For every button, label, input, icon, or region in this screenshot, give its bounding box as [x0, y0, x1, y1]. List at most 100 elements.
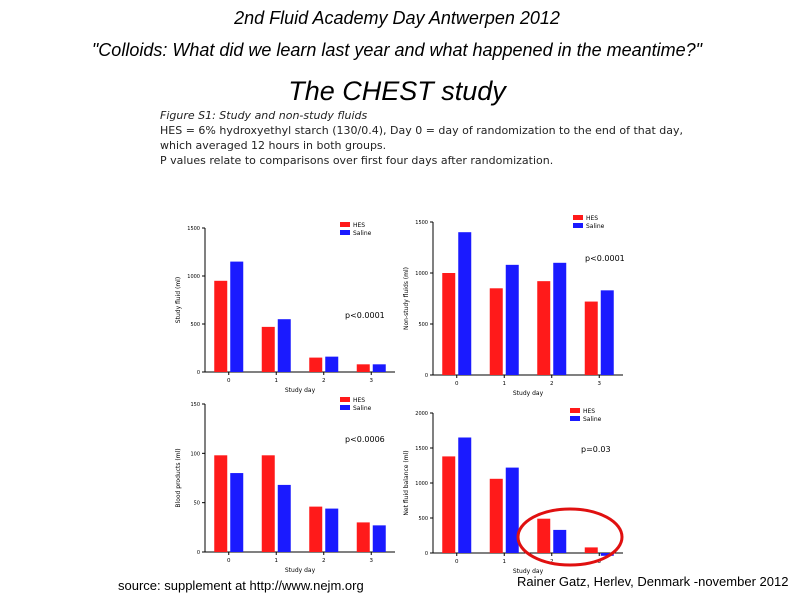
- y-tick-label: 1500: [415, 220, 428, 226]
- bar-saline-day-1: [277, 484, 291, 552]
- legend-label-saline: Saline: [353, 230, 372, 237]
- y-tick-label: 500: [190, 322, 200, 328]
- bar-hes-day-0: [442, 273, 456, 375]
- bar-saline-day-1: [505, 264, 519, 375]
- bar-hes-day-3: [356, 522, 370, 552]
- bar-saline-day-2: [553, 262, 567, 375]
- bar-hes-day-2: [309, 357, 323, 372]
- y-tick-label: 0: [197, 550, 200, 556]
- y-tick-label: 0: [425, 551, 428, 557]
- credit-note: Rainer Gatz, Herlev, Denmark -november 2…: [517, 574, 789, 589]
- x-tick-label: 1: [275, 378, 279, 384]
- y-tick-label: 500: [418, 516, 428, 522]
- p-value-annotation: p<0.0006: [345, 435, 385, 444]
- bar-hes-day-0: [214, 455, 228, 552]
- y-tick-label: 0: [425, 373, 428, 379]
- y-axis-label: Study fluid (ml): [175, 277, 182, 323]
- legend-label-hes: HES: [353, 397, 365, 404]
- legend-swatch-hes: [570, 408, 580, 413]
- legend-label-saline: Saline: [583, 416, 602, 423]
- figure-caption-line: which averaged 12 hours in both groups.: [160, 139, 387, 152]
- y-tick-label: 100: [190, 451, 200, 457]
- x-tick-label: 2: [322, 558, 326, 564]
- legend-label-hes: HES: [586, 215, 598, 222]
- bar-hes-day-1: [489, 478, 503, 553]
- bar-saline-day-2: [553, 529, 567, 553]
- bar-hes-day-3: [584, 547, 598, 553]
- x-axis-label: Study day: [285, 387, 316, 394]
- slide-title: The CHEST study: [288, 76, 506, 106]
- legend-swatch-saline: [340, 405, 350, 410]
- x-axis-label: Study day: [513, 390, 544, 397]
- x-tick-label: 2: [322, 378, 326, 384]
- x-tick-label: 3: [370, 558, 374, 564]
- bar-hes-day-2: [537, 518, 551, 553]
- source-note: source: supplement at http://www.nejm.or…: [118, 578, 364, 593]
- bar-saline-day-3: [600, 290, 614, 375]
- x-tick-label: 1: [503, 381, 507, 387]
- legend-label-hes: HES: [583, 408, 595, 415]
- x-tick-label: 0: [227, 558, 231, 564]
- y-tick-label: 0: [197, 370, 200, 376]
- bar-saline-day-0: [458, 232, 472, 375]
- y-tick-label: 1000: [187, 274, 200, 280]
- legend-swatch-saline: [340, 230, 350, 235]
- bar-hes-day-1: [261, 455, 275, 552]
- figure-caption-line: HES = 6% hydroxyethyl starch (130/0.4), …: [160, 124, 684, 137]
- bar-hes-day-2: [537, 281, 551, 375]
- bar-saline-day-3: [372, 364, 386, 372]
- bar-saline-day-3: [600, 553, 614, 556]
- bar-hes-day-1: [261, 326, 275, 372]
- p-value-annotation: p<0.0001: [585, 254, 625, 263]
- legend-swatch-hes: [340, 222, 350, 227]
- x-axis-label: Study day: [285, 567, 316, 574]
- figure-caption-line: P values relate to comparisons over firs…: [160, 154, 554, 167]
- legend-swatch-hes: [573, 215, 583, 220]
- x-axis-label: Study day: [513, 568, 544, 575]
- bar-saline-day-0: [230, 261, 244, 372]
- x-tick-label: 1: [275, 558, 279, 564]
- bar-hes-day-1: [489, 288, 503, 375]
- bar-saline-day-1: [277, 319, 291, 372]
- figure-caption: Figure S1: Study and non-study fluids HE…: [160, 108, 684, 168]
- figure-caption-title: Figure S1: Study and non-study fluids: [160, 109, 368, 122]
- y-tick-label: 1500: [187, 226, 200, 232]
- header-line-1: 2nd Fluid Academy Day Antwerpen 2012: [234, 8, 560, 28]
- legend-label-hes: HES: [353, 222, 365, 229]
- x-tick-label: 3: [370, 378, 374, 384]
- legend-swatch-hes: [340, 397, 350, 402]
- bar-hes-day-3: [356, 364, 370, 372]
- legend-swatch-saline: [573, 223, 583, 228]
- bar-saline-day-0: [458, 437, 472, 553]
- x-tick-label: 3: [598, 559, 602, 565]
- x-tick-label: 1: [503, 559, 507, 565]
- y-tick-label: 1000: [415, 271, 428, 277]
- x-tick-label: 0: [455, 381, 459, 387]
- legend-label-saline: Saline: [586, 223, 605, 230]
- x-tick-label: 3: [598, 381, 602, 387]
- y-tick-label: 50: [194, 501, 200, 507]
- bar-hes-day-3: [584, 301, 598, 375]
- bar-saline-day-1: [505, 467, 519, 553]
- bar-saline-day-2: [325, 508, 339, 552]
- legend-swatch-saline: [570, 416, 580, 421]
- x-tick-label: 0: [455, 559, 459, 565]
- bar-hes-day-0: [214, 280, 228, 372]
- p-value-annotation: p=0.03: [581, 445, 611, 454]
- header-line-2: "Colloids: What did we learn last year a…: [91, 40, 703, 60]
- y-axis-label: Blood products (ml): [175, 448, 182, 507]
- bar-hes-day-2: [309, 506, 323, 552]
- x-tick-label: 2: [550, 381, 554, 387]
- y-tick-label: 1500: [415, 446, 428, 452]
- y-tick-label: 150: [190, 402, 200, 408]
- y-axis-label: Non-study fluids (ml): [403, 267, 410, 330]
- bar-saline-day-0: [230, 473, 244, 552]
- bar-hes-day-0: [442, 456, 456, 553]
- bar-saline-day-2: [325, 356, 339, 372]
- p-value-annotation: p<0.0001: [345, 311, 385, 320]
- y-axis-label: Net fluid balance (ml): [403, 450, 410, 515]
- y-tick-label: 500: [418, 322, 428, 328]
- y-tick-label: 2000: [415, 411, 428, 417]
- y-tick-label: 1000: [415, 481, 428, 487]
- highlight-circle: [516, 507, 624, 567]
